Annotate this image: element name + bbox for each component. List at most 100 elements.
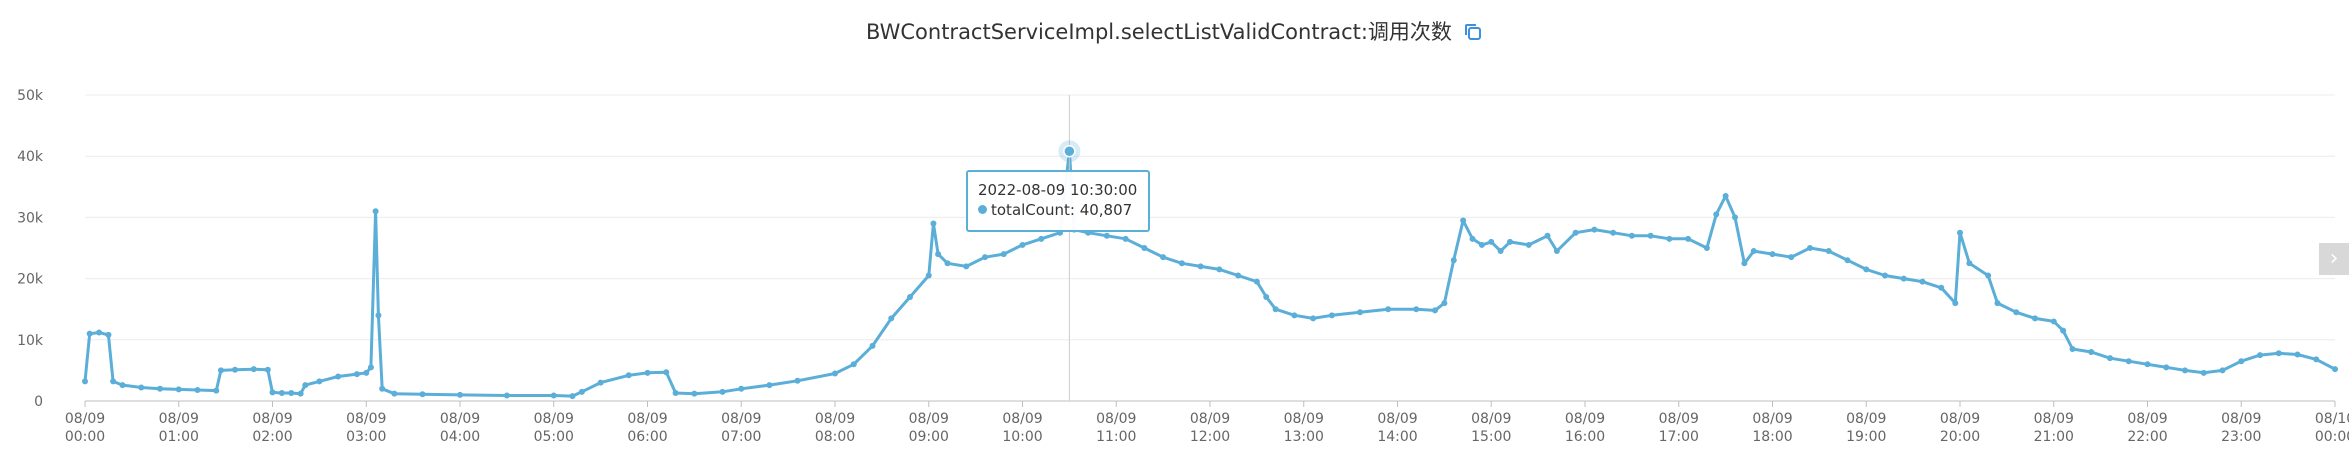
data-point bbox=[302, 382, 309, 389]
x-tick-date-label: 08/09 bbox=[721, 411, 761, 427]
data-point bbox=[1122, 235, 1129, 242]
data-point bbox=[663, 369, 670, 376]
x-tick-time-label: 20:00 bbox=[1940, 429, 1980, 445]
data-point bbox=[2313, 356, 2320, 363]
data-point bbox=[625, 372, 632, 379]
x-tick-date-label: 08/09 bbox=[159, 411, 199, 427]
grid-lines bbox=[85, 94, 2335, 402]
data-point bbox=[1310, 315, 1317, 322]
data-point bbox=[2163, 364, 2170, 371]
data-point bbox=[930, 220, 937, 227]
data-point bbox=[944, 260, 951, 267]
data-point bbox=[672, 390, 679, 397]
data-point bbox=[2275, 350, 2282, 357]
data-point bbox=[982, 254, 988, 261]
data-point bbox=[2013, 309, 2020, 316]
data-point bbox=[1938, 284, 1945, 291]
data-point bbox=[1966, 260, 1973, 267]
data-point bbox=[2182, 367, 2188, 374]
x-tick-date-label: 08/09 bbox=[440, 411, 480, 427]
data-point bbox=[372, 208, 379, 215]
x-tick-time-label: 18:00 bbox=[1752, 429, 1792, 445]
data-point bbox=[119, 382, 126, 389]
data-point bbox=[1985, 272, 1992, 279]
data-point bbox=[105, 331, 112, 338]
data-point bbox=[1450, 257, 1457, 264]
data-point bbox=[1769, 251, 1776, 258]
x-tick-date-label: 08/09 bbox=[1846, 411, 1886, 427]
x-tick-date-label: 08/09 bbox=[1471, 411, 1511, 427]
data-point bbox=[1216, 266, 1223, 273]
copy-icon[interactable] bbox=[1463, 22, 1483, 42]
data-point bbox=[157, 385, 163, 392]
x-tick-time-label: 12:00 bbox=[1190, 429, 1230, 445]
next-chart-button[interactable]: › bbox=[2319, 243, 2349, 275]
data-point bbox=[86, 330, 93, 337]
data-point bbox=[1732, 214, 1738, 221]
data-point bbox=[2332, 366, 2338, 373]
x-tick-date-label: 08/09 bbox=[2034, 411, 2074, 427]
data-point bbox=[1478, 241, 1485, 248]
data-point bbox=[1469, 235, 1476, 242]
data-point bbox=[2032, 315, 2038, 322]
data-point bbox=[869, 342, 876, 349]
data-point bbox=[138, 384, 145, 391]
data-point bbox=[2050, 318, 2057, 325]
x-tick-time-label: 13:00 bbox=[1284, 429, 1324, 445]
data-point bbox=[232, 366, 238, 373]
y-tick-label: 20k bbox=[17, 272, 44, 288]
x-tick-date-label: 08/09 bbox=[1190, 411, 1230, 427]
data-point bbox=[391, 390, 398, 397]
data-point bbox=[1413, 306, 1420, 313]
hover-point bbox=[1063, 145, 1076, 158]
x-tick-date-label: 08/09 bbox=[815, 411, 855, 427]
data-point bbox=[597, 379, 604, 386]
x-tick-time-label: 21:00 bbox=[2034, 429, 2074, 445]
data-point bbox=[1544, 232, 1551, 239]
x-tick-time-label: 01:00 bbox=[159, 429, 199, 445]
data-point bbox=[1497, 248, 1504, 255]
x-tick-date-label: 08/10 bbox=[2315, 411, 2349, 427]
data-point bbox=[2107, 355, 2113, 362]
data-point bbox=[1863, 266, 1870, 273]
data-point bbox=[1900, 275, 1907, 282]
data-point bbox=[1253, 278, 1260, 285]
chart-title: BWContractServiceImpl.selectListValidCon… bbox=[865, 20, 1452, 44]
data-point bbox=[1703, 245, 1710, 251]
data-point bbox=[375, 312, 382, 319]
data-point bbox=[1825, 248, 1832, 255]
data-point bbox=[335, 373, 342, 380]
x-tick-time-label: 00:00 bbox=[2315, 429, 2349, 445]
data-point bbox=[353, 371, 360, 378]
x-tick-time-label: 16:00 bbox=[1565, 429, 1605, 445]
x-tick-time-label: 11:00 bbox=[1096, 429, 1136, 445]
data-point bbox=[2125, 358, 2132, 365]
data-point bbox=[316, 378, 323, 385]
x-tick-date-label: 08/09 bbox=[1284, 411, 1324, 427]
x-tick-time-label: 10:00 bbox=[1002, 429, 1042, 445]
data-point bbox=[367, 364, 374, 371]
series-layer bbox=[82, 148, 2338, 400]
y-tick-label: 50k bbox=[17, 88, 44, 104]
title-bar: BWContractServiceImpl.selectListValidCon… bbox=[0, 16, 2349, 46]
data-point bbox=[1272, 306, 1279, 313]
x-tick-time-label: 23:00 bbox=[2221, 429, 2261, 445]
y-tick-label: 30k bbox=[17, 210, 44, 226]
data-point bbox=[264, 366, 271, 373]
x-tick-time-label: 19:00 bbox=[1846, 429, 1886, 445]
data-point bbox=[269, 389, 276, 396]
x-tick-date-label: 08/09 bbox=[65, 411, 105, 427]
y-tick-label: 10k bbox=[17, 333, 44, 349]
x-tick-time-label: 07:00 bbox=[721, 429, 761, 445]
data-point bbox=[1882, 272, 1888, 279]
data-point bbox=[1460, 217, 1467, 224]
x-tick-date-label: 08/09 bbox=[1940, 411, 1980, 427]
data-point bbox=[1572, 229, 1579, 236]
data-point bbox=[1235, 272, 1242, 279]
data-point bbox=[1441, 300, 1448, 307]
x-tick-date-label: 08/09 bbox=[1002, 411, 1042, 427]
data-point bbox=[1103, 232, 1110, 239]
data-point bbox=[569, 393, 576, 400]
data-point bbox=[278, 390, 285, 397]
